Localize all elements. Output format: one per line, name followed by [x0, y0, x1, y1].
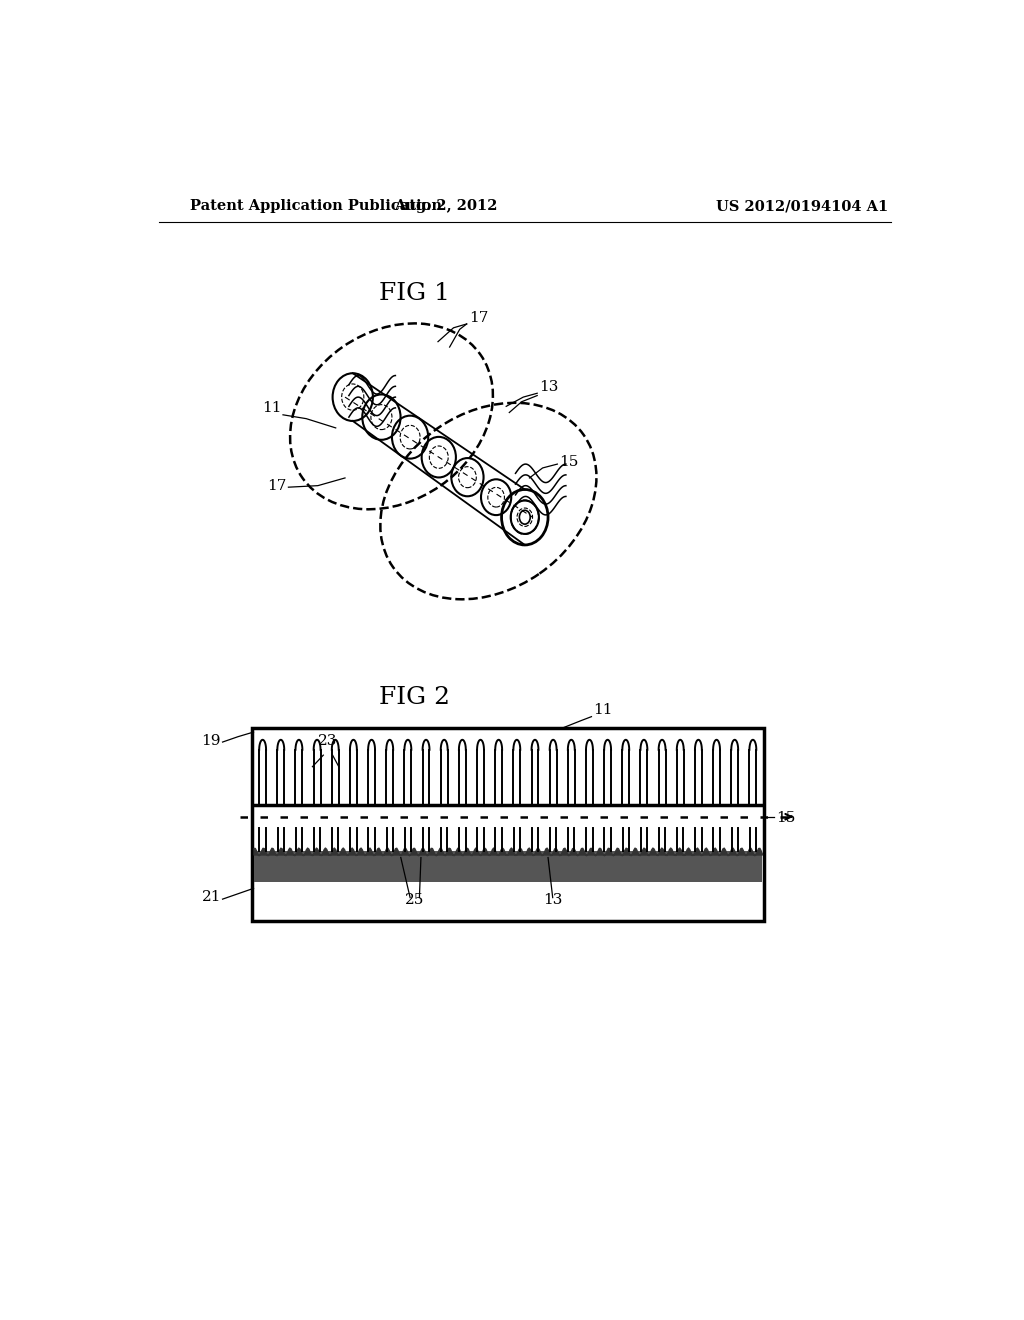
Text: Aug. 2, 2012: Aug. 2, 2012 — [394, 199, 498, 213]
Text: 11: 11 — [262, 401, 282, 416]
Text: 11: 11 — [593, 704, 612, 717]
Bar — [252, 729, 764, 921]
Text: 17: 17 — [469, 310, 488, 325]
Text: 23: 23 — [318, 734, 338, 748]
Text: 17: 17 — [267, 479, 287, 492]
Text: 13: 13 — [539, 380, 558, 393]
Text: 21: 21 — [202, 891, 221, 904]
Text: 15: 15 — [559, 455, 579, 470]
Text: 25: 25 — [406, 892, 424, 907]
Text: 19: 19 — [202, 734, 221, 748]
Text: Patent Application Publication: Patent Application Publication — [190, 199, 442, 213]
Text: US 2012/0194104 A1: US 2012/0194104 A1 — [716, 199, 889, 213]
Text: FIG 1: FIG 1 — [379, 281, 451, 305]
Bar — [254, 851, 762, 882]
Text: FIG 2: FIG 2 — [379, 686, 451, 709]
Text: 13: 13 — [543, 892, 562, 907]
Text: 15: 15 — [776, 812, 796, 825]
